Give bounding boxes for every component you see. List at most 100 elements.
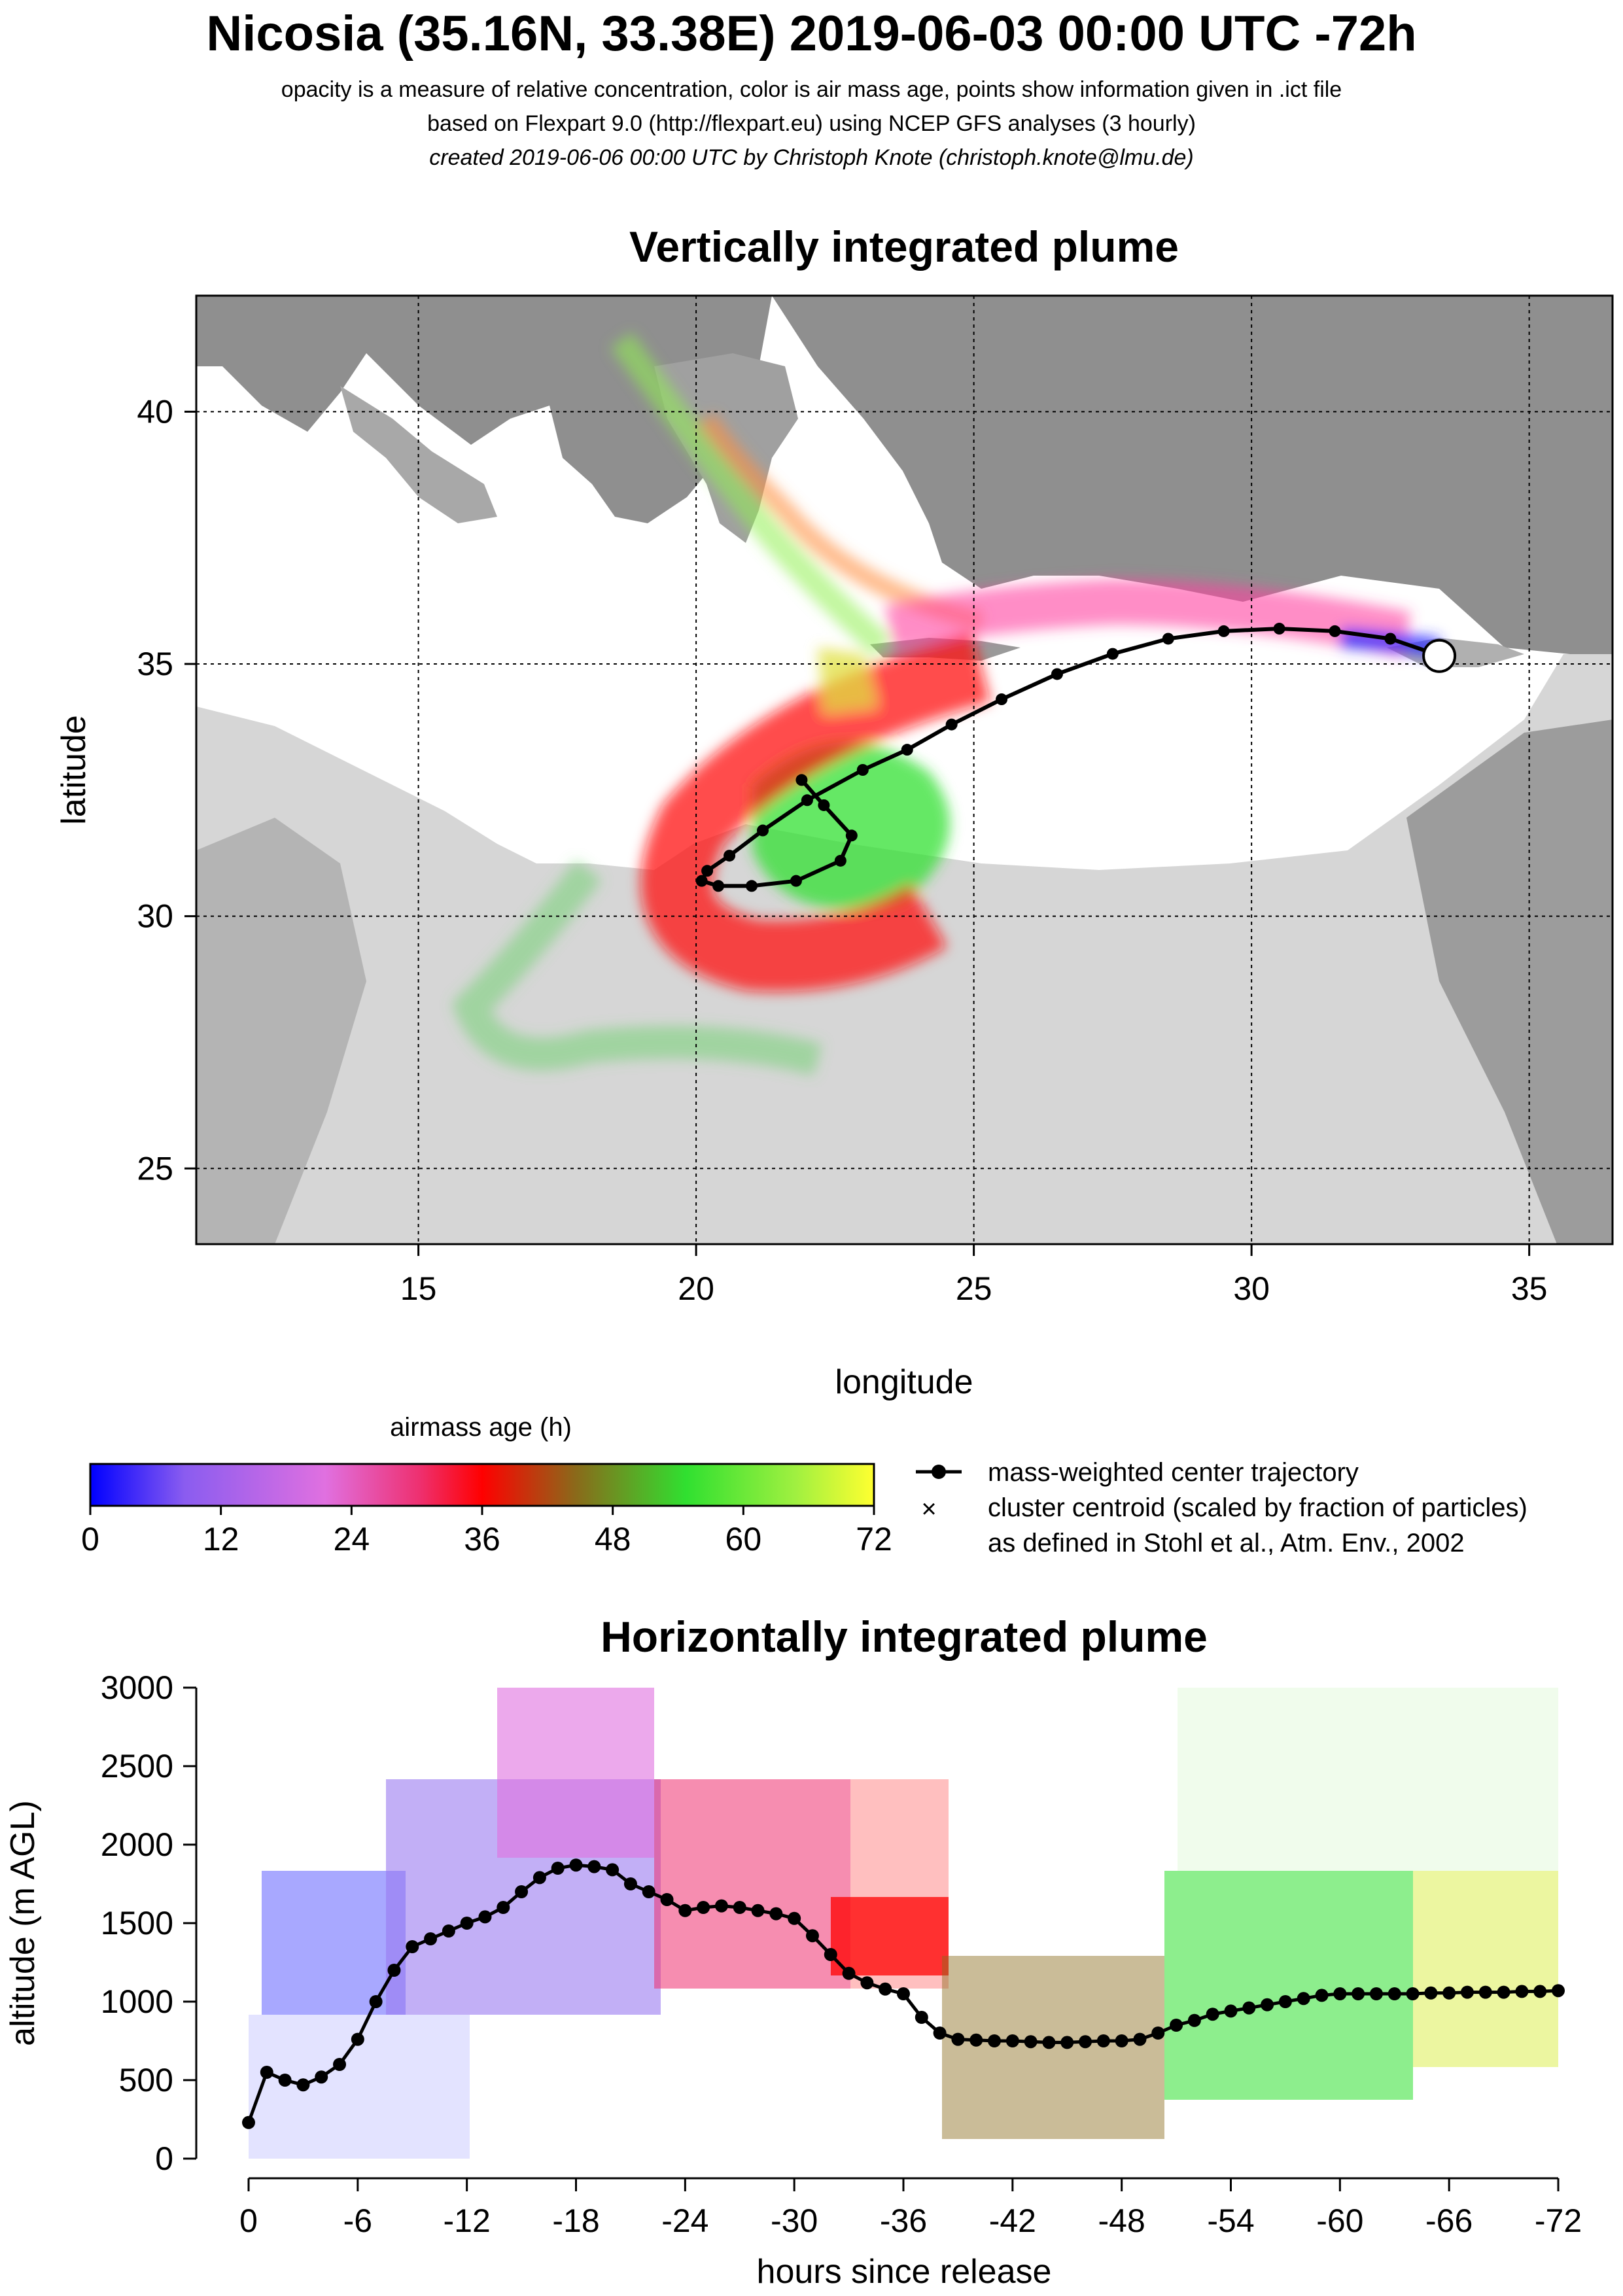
map-frame bbox=[195, 294, 1614, 1245]
map-center-trajectory bbox=[695, 623, 1441, 892]
colorbar-tick-label-60: 60 bbox=[725, 1521, 762, 1557]
map-grid bbox=[196, 296, 1613, 1244]
colorbar-ticks: 0 12 24 36 48 60 72 bbox=[81, 1506, 892, 1557]
altitude-x-tick-label--24: -24 bbox=[661, 2202, 708, 2239]
altitude-x-tick-label--72: -72 bbox=[1535, 2202, 1582, 2239]
map-trajectory-point bbox=[901, 744, 913, 756]
colorbar-tick-label-36: 36 bbox=[464, 1521, 500, 1557]
map-trajectory-point bbox=[1051, 668, 1063, 680]
altitude-title: Horizontally integrated plume bbox=[601, 1612, 1208, 1661]
altitude-trajectory-point bbox=[1005, 2034, 1019, 2047]
altitude-trajectory-point bbox=[842, 1966, 856, 1980]
map-x-tick-label-35: 35 bbox=[1511, 1270, 1548, 1307]
map-trajectory-point bbox=[746, 880, 758, 892]
shade-magenta-top bbox=[497, 1688, 654, 1858]
altitude-x-tick-label--36: -36 bbox=[880, 2202, 927, 2239]
altitude-x-label: hours since release bbox=[757, 2253, 1052, 2291]
altitude-trajectory-point bbox=[1151, 2026, 1165, 2040]
map-y-label: latitude bbox=[55, 715, 93, 825]
altitude-trajectory-point bbox=[1042, 2036, 1056, 2049]
altitude-trajectory-point bbox=[296, 2078, 310, 2092]
altitude-trajectory-point bbox=[242, 2115, 255, 2129]
map-trajectory-point bbox=[1106, 648, 1119, 660]
altitude-trajectory-point bbox=[587, 1860, 601, 1873]
altitude-trajectory-point bbox=[315, 2070, 328, 2084]
altitude-trajectory-point bbox=[387, 1964, 401, 1977]
altitude-trajectory-point bbox=[824, 1948, 837, 1961]
altitude-x-tick-label--30: -30 bbox=[771, 2202, 818, 2239]
subtitle-model-note: based on Flexpart 9.0 (http://flexpart.e… bbox=[427, 111, 1196, 136]
altitude-trajectory-point bbox=[1060, 2036, 1074, 2049]
altitude-trajectory-point bbox=[788, 1911, 801, 1925]
legend-entry-trajectory: mass-weighted center trajectory bbox=[988, 1458, 1359, 1487]
altitude-trajectory-point bbox=[515, 1885, 529, 1898]
altitude-trajectory-point bbox=[1297, 1992, 1310, 2006]
map-x-label: longitude bbox=[835, 1363, 973, 1401]
map-x-tick-label-15: 15 bbox=[400, 1270, 437, 1307]
altitude-trajectory-point bbox=[424, 1932, 438, 1945]
altitude-trajectory-point bbox=[1352, 1987, 1365, 2000]
altitude-trajectory-point bbox=[769, 1907, 783, 1921]
altitude-trajectory-point bbox=[1242, 2001, 1256, 2015]
altitude-x-tick-label--66: -66 bbox=[1425, 2202, 1473, 2239]
altitude-y-tick-label-3000: 3000 bbox=[101, 1669, 173, 1706]
altitude-y-tick-label-1500: 1500 bbox=[101, 1905, 173, 1941]
altitude-trajectory-point bbox=[532, 1871, 546, 1885]
altitude-trajectory-point bbox=[733, 1901, 746, 1914]
map-y-axis: 25 30 35 40 bbox=[137, 393, 196, 1187]
north-africa-highlands bbox=[196, 818, 366, 1244]
altitude-x-tick-label-0: 0 bbox=[239, 2202, 258, 2239]
shade-yellow bbox=[1413, 1871, 1558, 2067]
map-trajectory-point bbox=[701, 865, 714, 877]
altitude-trajectory-point bbox=[1406, 1987, 1420, 2000]
altitude-trajectory-point bbox=[1387, 1987, 1401, 2000]
map-y-tick-label-25: 25 bbox=[137, 1150, 173, 1187]
release-site-marker bbox=[1422, 638, 1457, 673]
altitude-trajectory-point bbox=[1315, 1989, 1329, 2002]
plume-pink-ribbon bbox=[884, 578, 1411, 657]
map-trajectory-point bbox=[1329, 625, 1341, 637]
altitude-trajectory-point bbox=[1442, 1986, 1456, 2000]
altitude-trajectory-point bbox=[442, 1924, 455, 1938]
altitude-trajectory-point bbox=[805, 1929, 819, 1943]
map-y-tick-label-40: 40 bbox=[137, 393, 173, 430]
altitude-y-tick-label-1000: 1000 bbox=[101, 1983, 173, 2020]
colorbar bbox=[89, 1463, 875, 1507]
altitude-trajectory-point bbox=[714, 1899, 728, 1913]
legend-entry-reference: as defined in Stohl et al., Atm. Env., 2… bbox=[988, 1529, 1465, 1557]
altitude-y-tick-label-2000: 2000 bbox=[101, 1826, 173, 1863]
altitude-trajectory-point bbox=[660, 1893, 674, 1906]
altitude-x-tick-label--54: -54 bbox=[1207, 2202, 1254, 2239]
plume-green-north bbox=[610, 332, 892, 657]
map-trajectory-point bbox=[1162, 633, 1174, 645]
map-trajectory-point bbox=[795, 774, 808, 786]
map-trajectory-point bbox=[856, 764, 869, 776]
colorbar-tick-label-12: 12 bbox=[203, 1521, 239, 1557]
altitude-trajectory-point bbox=[1170, 2019, 1183, 2032]
altitude-trajectory-point bbox=[1497, 1985, 1510, 1999]
altitude-trajectory-point bbox=[1024, 2035, 1038, 2049]
map-trajectory-point bbox=[834, 854, 846, 867]
altitude-trajectory-point bbox=[860, 1976, 874, 1990]
map-trajectory-point bbox=[945, 718, 958, 731]
altitude-trajectory-point bbox=[879, 1982, 892, 1996]
shade-green bbox=[1164, 1871, 1413, 2100]
altitude-trajectory-point bbox=[1533, 1985, 1547, 1998]
altitude-plume-shading bbox=[249, 1688, 1558, 2159]
colorbar-tick-label-0: 0 bbox=[81, 1521, 99, 1557]
altitude-axes: 0 500 1000 1500 2000 2500 3000 0 -6 -12 -18 -24 -30 -… bbox=[101, 1669, 1582, 2239]
map-trajectory-point bbox=[801, 794, 813, 807]
map-trajectory-point bbox=[1217, 625, 1230, 637]
map-trajectory-point bbox=[712, 880, 725, 892]
map-trajectory-point bbox=[757, 824, 769, 837]
map-trajectory-point bbox=[996, 693, 1008, 706]
altitude-trajectory-point bbox=[606, 1863, 620, 1877]
legend-entry-centroid: cluster centroid (scaled by fraction of … bbox=[988, 1493, 1527, 1522]
shade-blue-mid bbox=[262, 1871, 406, 2015]
altitude-trajectory-point bbox=[333, 2058, 347, 2071]
altitude-trajectory-point bbox=[751, 1904, 765, 1917]
legend-cross-swatch: × bbox=[921, 1495, 936, 1523]
sinai-highlands bbox=[1406, 720, 1613, 1244]
altitude-trajectory-point bbox=[1424, 1986, 1438, 2000]
